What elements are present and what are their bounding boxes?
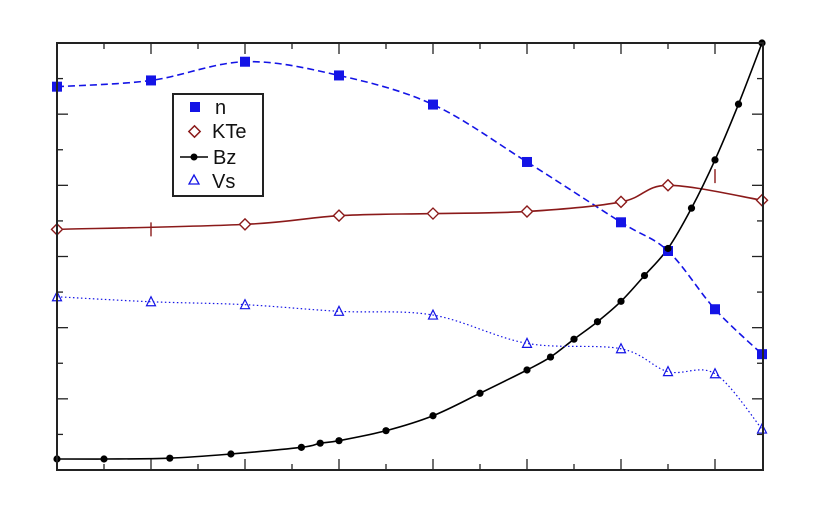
data-point-bz [166,454,174,462]
series-line-vs [56,296,763,430]
data-point-n [710,304,720,315]
data-point-kte [426,207,440,221]
data-point-kte [332,209,346,223]
data-point-bz [523,366,531,374]
data-point-kte [614,195,628,209]
data-point-bz [429,412,437,420]
data-point-bz [546,353,555,361]
data-point-kte [520,204,534,218]
series-line-n [56,60,763,355]
data-point-bz [734,100,743,108]
data-point-kte [661,178,675,192]
legend-label-n: n [215,97,226,119]
series-line-kte [56,184,763,231]
data-point-bz [100,455,108,463]
legend-entry-n: n [190,97,226,119]
data-point-bz [335,437,343,445]
data-point-vs [333,304,345,316]
data-point-vs [239,298,251,310]
data-point-n [616,217,626,228]
data-point-vs [427,308,439,320]
data-point-vs [662,365,674,377]
data-point-bz [593,318,602,326]
data-point-bz [297,443,305,451]
data-point-bz [664,244,672,253]
axis-ticks [57,43,763,470]
legend-label-bz: Bz [213,147,236,169]
data-point-bz [227,450,235,458]
data-point-n [146,75,156,86]
data-point-bz [476,389,484,397]
legend-marker-n [190,102,200,112]
data-point-bz [687,204,696,212]
data-point-n [334,70,344,81]
legend-label-kte: KTe [212,121,246,143]
data-point-n [522,156,532,167]
legend-marker-vs [187,173,201,185]
data-point-vs [615,342,627,354]
data-point-n [428,99,438,110]
data-point-n [240,56,250,67]
legend-marker-kte [187,124,202,139]
legend-marker-bz [190,153,198,161]
legend-label-vs: Vs [212,171,235,193]
legend: n KTe Bz Vs [172,93,264,197]
data-point-vs [145,295,157,307]
legend-box [172,93,264,197]
data-point-vs [521,337,533,348]
legend-entry-kte: KTe [187,121,246,143]
data-point-bz [640,271,649,280]
legend-entry-vs: Vs [187,171,235,193]
data-point-kte [238,217,252,231]
legend-entry-bz: Bz [180,147,236,169]
data-point-bz [382,427,390,435]
data-point-bz [570,335,578,343]
data-point-vs [709,367,721,379]
data-point-bz [316,439,324,447]
data-point-bz [617,297,625,305]
data-point-bz [711,156,719,164]
